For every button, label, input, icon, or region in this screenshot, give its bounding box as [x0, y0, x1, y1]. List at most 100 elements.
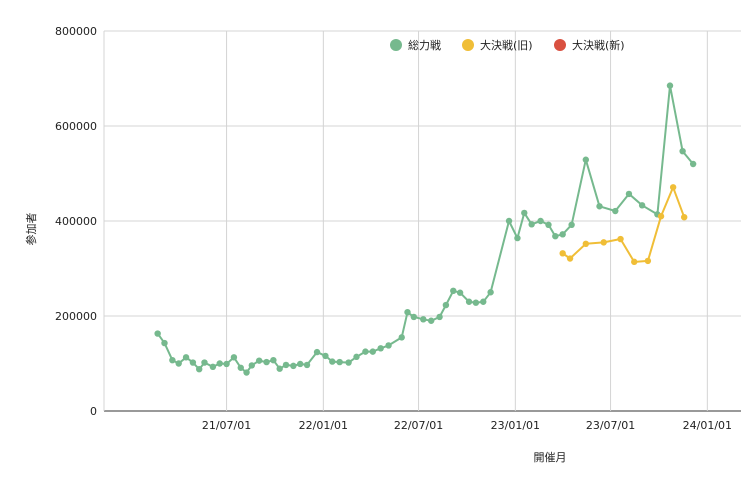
- data-point: [169, 356, 176, 364]
- data-point: [657, 213, 665, 220]
- data-point: [450, 287, 457, 295]
- data-point: [638, 202, 646, 209]
- y-tick-label: 200000: [55, 310, 97, 323]
- data-point: [345, 359, 352, 366]
- x-tick-label: 23/07/01: [586, 419, 635, 432]
- data-point: [568, 221, 575, 228]
- legend-label: 大決戦(旧): [480, 38, 533, 52]
- data-point: [398, 334, 405, 341]
- data-point: [537, 217, 544, 225]
- grid-lines: [103, 30, 741, 412]
- data-point: [514, 234, 521, 242]
- data-point: [679, 147, 686, 155]
- data-point: [559, 231, 566, 238]
- legend-swatch: [462, 39, 474, 51]
- legend-item: 総力戦: [390, 38, 441, 52]
- data-point: [521, 209, 528, 217]
- data-point: [196, 366, 203, 373]
- data-point: [385, 342, 392, 349]
- data-point: [617, 235, 624, 243]
- data-point: [582, 240, 590, 247]
- legend-swatch: [554, 39, 566, 51]
- series-2: [559, 184, 688, 266]
- data-point: [552, 233, 559, 240]
- data-point: [644, 257, 652, 265]
- x-tick-label: 22/07/01: [394, 419, 443, 432]
- data-point: [596, 203, 603, 210]
- y-axis-title: 参加者: [24, 213, 38, 246]
- data-point: [427, 317, 435, 324]
- data-point: [336, 358, 343, 366]
- series-line: [156, 84, 694, 374]
- data-point: [669, 184, 677, 191]
- data-point: [223, 360, 230, 368]
- data-point: [297, 360, 304, 368]
- data-point: [612, 207, 619, 215]
- data-point: [404, 309, 411, 316]
- data-point: [689, 160, 697, 168]
- data-point: [600, 239, 607, 246]
- data-point: [189, 359, 197, 366]
- x-axis-tick-labels: 21/07/01 22/01/01 22/07/01 23/01/01 23/07/01…: [202, 419, 732, 432]
- data-point: [243, 369, 250, 376]
- data-point: [276, 365, 283, 372]
- x-tick-label: 22/01/01: [299, 419, 348, 432]
- data-point: [377, 345, 384, 352]
- data-point: [566, 255, 574, 262]
- series-line: [562, 186, 686, 263]
- data-point: [248, 362, 256, 369]
- x-tick-label: 24/01/01: [683, 419, 732, 432]
- legend-label: 総力戦: [408, 38, 441, 52]
- data-point: [465, 298, 473, 305]
- x-axis-title: 開催月: [534, 450, 567, 464]
- data-point: [313, 348, 321, 356]
- data-point: [353, 353, 360, 361]
- legend: 総力戦 大決戦(旧) 大決戦(新): [390, 38, 625, 52]
- data-point: [545, 221, 552, 228]
- data-point: [263, 358, 270, 366]
- data-point: [209, 363, 217, 371]
- data-point: [505, 217, 513, 225]
- data-point: [282, 361, 290, 369]
- data-point: [290, 362, 297, 370]
- legend-label: 大決戦(新): [572, 38, 625, 52]
- data-point: [216, 360, 223, 367]
- data-point: [456, 289, 464, 296]
- y-tick-label: 0: [90, 405, 97, 418]
- data-point: [237, 364, 244, 371]
- y-tick-label: 800000: [55, 25, 97, 38]
- data-point: [270, 356, 277, 364]
- series-layer: [154, 82, 697, 376]
- data-point: [201, 359, 208, 366]
- data-point: [559, 250, 566, 257]
- y-axis-tick-labels: 0 200000 400000 600000 800000: [55, 25, 97, 418]
- data-point: [631, 258, 638, 266]
- data-point: [303, 361, 311, 369]
- data-point: [322, 352, 329, 360]
- data-point: [442, 301, 450, 309]
- data-point: [154, 330, 161, 337]
- data-point: [528, 221, 535, 228]
- data-point: [362, 348, 369, 355]
- data-point: [666, 82, 674, 89]
- series-1: [154, 82, 697, 376]
- data-point: [329, 358, 336, 365]
- data-point: [230, 354, 238, 361]
- data-point: [255, 357, 263, 364]
- data-point: [487, 289, 494, 296]
- legend-item: 大決戦(新): [554, 38, 625, 52]
- data-point: [369, 348, 376, 355]
- x-tick-label: 23/01/01: [491, 419, 540, 432]
- data-point: [182, 354, 190, 361]
- data-point: [410, 313, 418, 321]
- y-tick-label: 600000: [55, 120, 97, 133]
- data-point: [436, 313, 443, 321]
- data-point: [420, 316, 427, 323]
- y-tick-label: 400000: [55, 215, 97, 228]
- data-point: [175, 360, 182, 367]
- data-point: [480, 298, 487, 305]
- data-point: [582, 156, 590, 163]
- legend-swatch: [390, 39, 402, 51]
- data-point: [472, 299, 480, 306]
